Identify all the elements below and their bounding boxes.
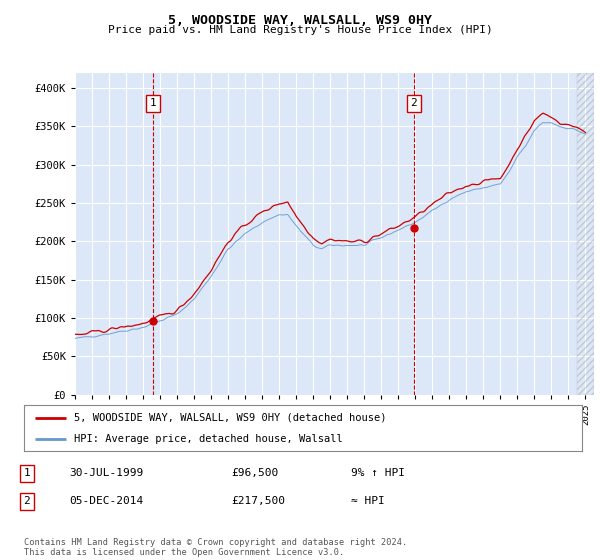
Text: £217,500: £217,500 bbox=[231, 496, 285, 506]
Text: Price paid vs. HM Land Registry's House Price Index (HPI): Price paid vs. HM Land Registry's House … bbox=[107, 25, 493, 35]
Text: 1: 1 bbox=[149, 99, 157, 109]
Text: Contains HM Land Registry data © Crown copyright and database right 2024.
This d: Contains HM Land Registry data © Crown c… bbox=[24, 538, 407, 557]
Text: 9% ↑ HPI: 9% ↑ HPI bbox=[351, 468, 405, 478]
Text: 5, WOODSIDE WAY, WALSALL, WS9 0HY: 5, WOODSIDE WAY, WALSALL, WS9 0HY bbox=[168, 14, 432, 27]
Text: 2: 2 bbox=[23, 496, 31, 506]
Text: 05-DEC-2014: 05-DEC-2014 bbox=[69, 496, 143, 506]
Text: HPI: Average price, detached house, Walsall: HPI: Average price, detached house, Wals… bbox=[74, 435, 343, 444]
Text: £96,500: £96,500 bbox=[231, 468, 278, 478]
Text: ≈ HPI: ≈ HPI bbox=[351, 496, 385, 506]
Text: 30-JUL-1999: 30-JUL-1999 bbox=[69, 468, 143, 478]
Text: 1: 1 bbox=[23, 468, 31, 478]
Text: 2: 2 bbox=[410, 99, 418, 109]
Text: 5, WOODSIDE WAY, WALSALL, WS9 0HY (detached house): 5, WOODSIDE WAY, WALSALL, WS9 0HY (detac… bbox=[74, 413, 387, 423]
